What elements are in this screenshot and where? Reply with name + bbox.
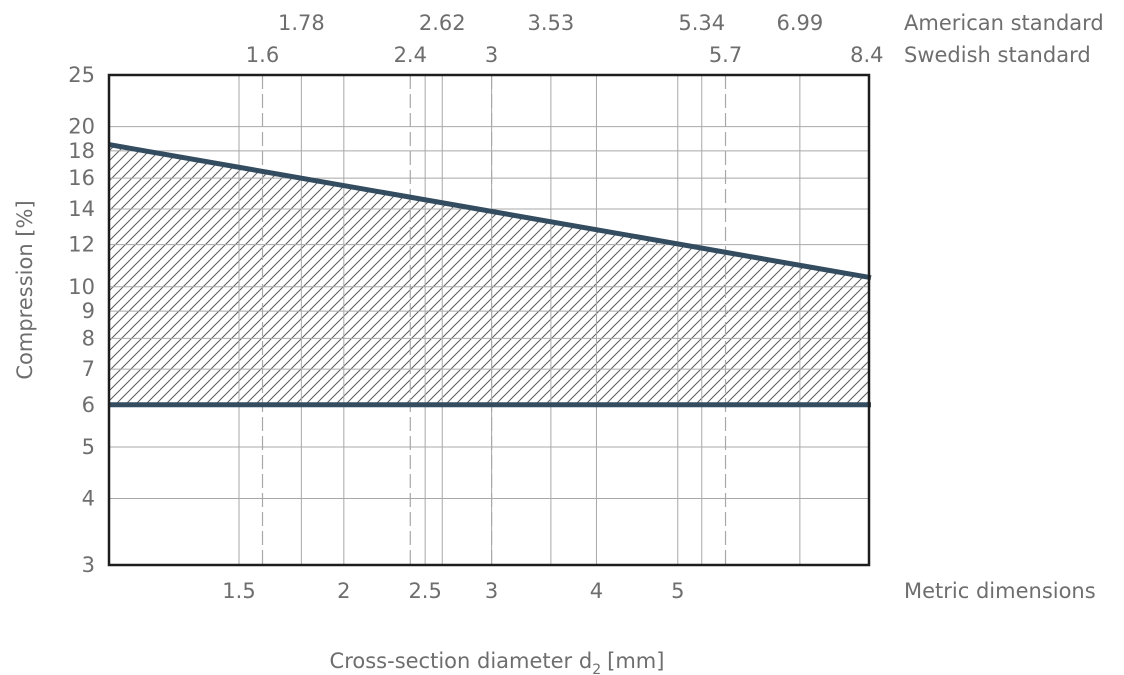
y-tick-label: 25 [68,63,95,87]
y-tick-label: 16 [68,166,95,190]
y-tick-label: 8 [82,326,95,350]
y-tick-label: 10 [68,275,95,299]
y-tick-label: 3 [82,553,95,577]
upper-compression-limit-line [108,142,872,281]
metric-dimensions-label: Metric dimensions [904,579,1096,603]
swedish-tick-label: 1.6 [246,43,279,67]
swedish-tick-label: 5.7 [709,43,742,67]
y-tick-label: 9 [82,299,95,323]
american-tick-label: 6.99 [776,11,823,35]
y-axis-title: Compression [%] [13,200,37,379]
metric-tick-label: 2.5 [408,579,441,603]
y-tick-label: 6 [82,393,95,417]
swedish-tick-label: 2.4 [394,43,427,67]
y-tick-label: 18 [68,139,95,163]
metric-tick-label: 4 [590,579,603,603]
swedish-tick-label: 8.4 [850,43,883,67]
metric-tick-label: 2 [337,579,350,603]
american-standard-label: American standard [904,11,1104,35]
metric-tick-label: 3 [485,579,498,603]
metric-tick-label: 1.5 [222,579,255,603]
swedish-standard-label: Swedish standard [904,43,1091,67]
y-tick-label: 20 [68,115,95,139]
y-tick-label: 7 [82,357,95,381]
american-tick-label: 1.78 [278,11,325,35]
x-axis-title: Cross-section diameter d2 [mm] [330,649,665,675]
american-tick-label: 5.34 [678,11,725,35]
plot-frame [107,73,871,567]
swedish-tick-label: 3 [485,43,498,67]
american-tick-label: 3.53 [528,11,575,35]
y-tick-label: 14 [68,197,95,221]
y-tick-label: 4 [82,487,95,511]
hatched-compression-range [109,144,869,405]
y-tick-label: 5 [82,435,95,459]
american-tick-label: 2.62 [419,11,466,35]
y-tick-label: 12 [68,233,95,257]
metric-tick-label: 5 [671,579,684,603]
